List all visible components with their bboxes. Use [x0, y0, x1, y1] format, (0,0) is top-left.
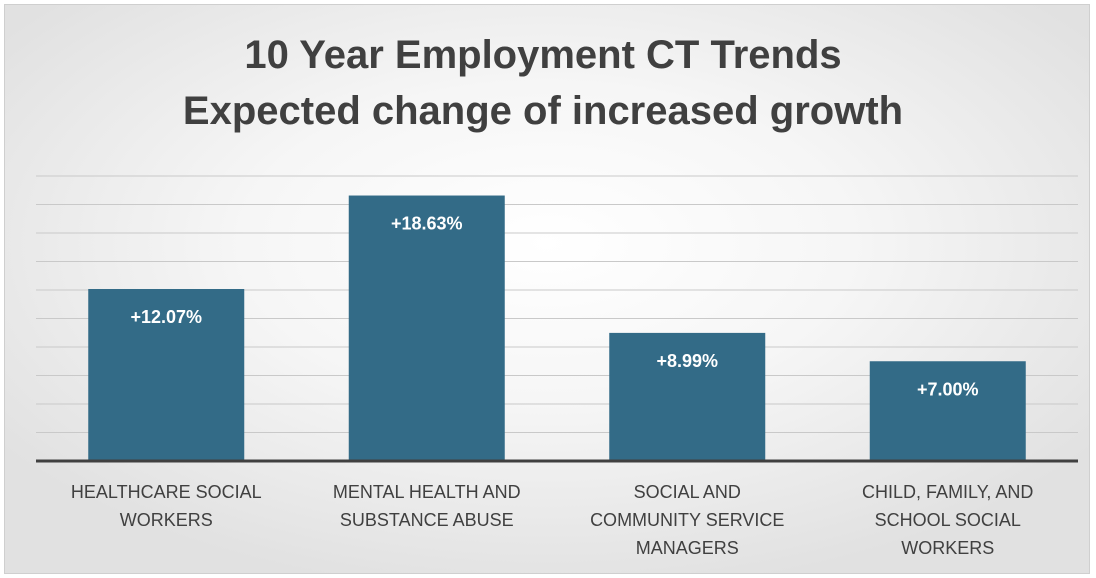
- category-label: SCHOOL SOCIAL: [875, 510, 1021, 530]
- bars: [88, 195, 1026, 461]
- category-label: COMMUNITY SERVICE: [590, 510, 784, 530]
- category-label: WORKERS: [120, 510, 213, 530]
- data-labels: +12.07% +18.63% +8.99% +7.00%: [130, 214, 978, 400]
- category-label: CHILD, FAMILY, AND: [862, 482, 1033, 502]
- chart-title-line-2: Expected change of increased growth: [183, 89, 903, 133]
- chart-title-line-1: 10 Year Employment CT Trends: [244, 33, 841, 77]
- category-label: MANAGERS: [636, 538, 739, 558]
- data-label: +18.63%: [391, 214, 463, 234]
- bar-chart: 10 Year Employment CT Trends Expected ch…: [36, 33, 1078, 558]
- bar: [609, 332, 766, 461]
- bar: [348, 195, 505, 461]
- bar: [869, 361, 1026, 461]
- category-label: WORKERS: [901, 538, 994, 558]
- bar: [88, 289, 245, 461]
- category-label: MENTAL HEALTH AND: [333, 482, 521, 502]
- data-label: +12.07%: [130, 307, 202, 327]
- category-labels: HEALTHCARE SOCIAL WORKERS MENTAL HEALTH AN…: [71, 482, 1034, 558]
- data-label: +7.00%: [917, 379, 979, 399]
- chart-frame: 10 Year Employment CT Trends Expected ch…: [4, 4, 1090, 574]
- category-label: SOCIAL AND: [634, 482, 741, 502]
- category-label: HEALTHCARE SOCIAL: [71, 482, 262, 502]
- category-label: SUBSTANCE ABUSE: [340, 510, 514, 530]
- data-label: +8.99%: [656, 351, 718, 371]
